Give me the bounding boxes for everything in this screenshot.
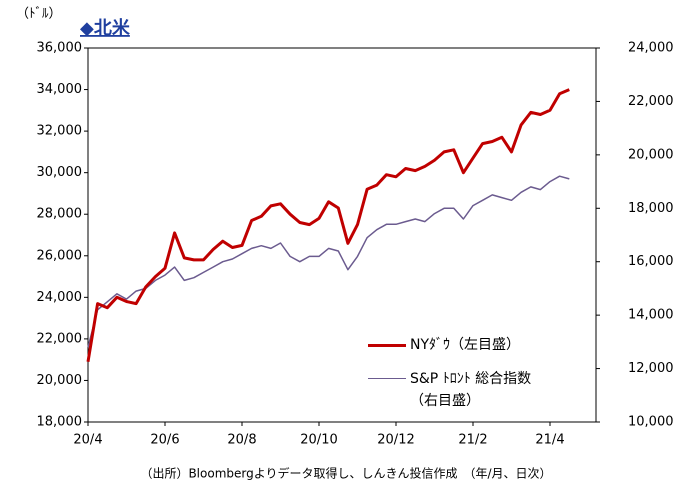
x-tick-label: 20/6 — [150, 433, 179, 448]
chart-title: ◆北米 — [80, 17, 131, 39]
x-tick-label: 20/4 — [73, 433, 102, 448]
y-tick-label: 30,000 — [37, 165, 83, 180]
y-tick-label: 24,000 — [37, 290, 83, 305]
y-axis-unit: （ﾄﾞﾙ） — [16, 7, 62, 22]
y2-tick-label: 16,000 — [628, 254, 674, 269]
legend: NYﾀﾞｳ（左目盛） S&P ﾄﾛﾝﾄ 総合指数 （右目盛） — [368, 334, 531, 412]
x-tick-label: 20/10 — [300, 433, 337, 448]
x-tick-label: 21/2 — [458, 433, 487, 448]
y2-tick-label: 12,000 — [628, 361, 674, 376]
series-line — [86, 88, 570, 362]
y2-tick-label: 22,000 — [628, 94, 674, 109]
legend-label: NYﾀﾞｳ（左目盛） — [410, 337, 521, 353]
x-tick-label: 20/8 — [227, 433, 256, 448]
legend-label: S&P ﾄﾛﾝﾄ 総合指数 （右目盛） — [410, 371, 532, 409]
y-tick-label: 18,000 — [37, 415, 83, 430]
y2-tick-label: 18,000 — [628, 201, 674, 216]
legend-item: S&P ﾄﾛﾝﾄ 総合指数 （右目盛） — [368, 368, 531, 412]
y-tick-label: 20,000 — [37, 373, 83, 388]
y-tick-label: 26,000 — [37, 248, 83, 263]
y2-tick-label: 20,000 — [628, 147, 674, 162]
y-tick-label: 28,000 — [37, 207, 83, 222]
y-tick-label: 34,000 — [37, 82, 83, 97]
x-tick-label: 20/12 — [377, 433, 414, 448]
plot-frame — [87, 47, 597, 423]
y2-tick-label: 10,000 — [628, 415, 674, 430]
legend-item: NYﾀﾞｳ（左目盛） — [368, 334, 531, 356]
y2-tick-label: 24,000 — [628, 41, 674, 56]
legend-swatch — [368, 344, 406, 347]
y2-tick-label: 14,000 — [628, 308, 674, 323]
source-note: （出所）Bloombergよりデータ取得し、しんきん投信作成 （年/月、日次） — [140, 466, 551, 481]
x-tick-label: 21/4 — [535, 433, 564, 448]
legend-swatch — [368, 378, 406, 379]
y-tick-label: 22,000 — [37, 331, 83, 346]
y-tick-label: 36,000 — [37, 41, 83, 56]
y-tick-label: 32,000 — [37, 124, 83, 139]
series-line — [87, 175, 570, 348]
